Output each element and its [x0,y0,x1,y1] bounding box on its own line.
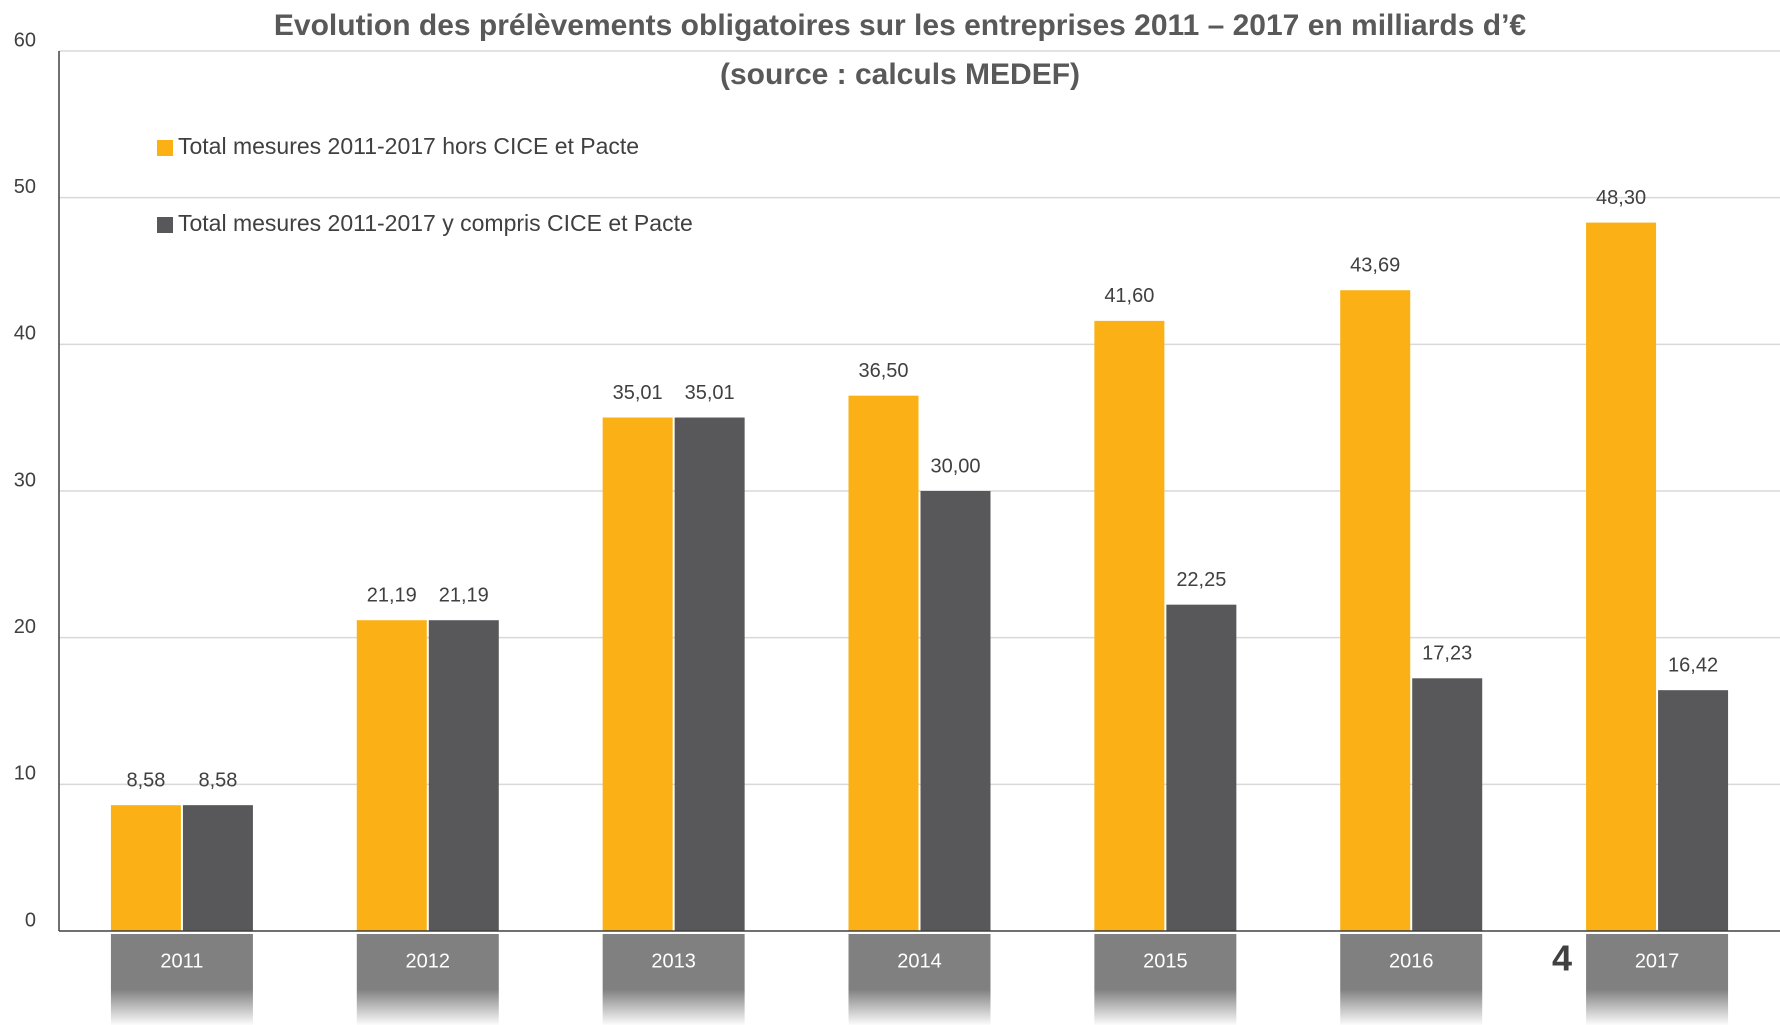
data-label: 35,01 [685,382,735,404]
data-label: 22,25 [1176,569,1226,591]
bar [1340,290,1411,931]
x-tick-label: 2012 [406,950,451,972]
category-box [356,934,499,1025]
legend-label: Total mesures 2011-2017 hors CICE et Pac… [178,133,639,159]
x-tick-label: 2015 [1143,950,1188,972]
data-label: 16,42 [1668,654,1718,676]
data-label: 41,60 [1104,285,1154,307]
chart-subtitle: (source : calculs MEDEF) [720,58,1080,91]
y-tick-label: 0 [25,909,36,931]
bar [674,417,745,931]
data-label: 30,00 [930,455,980,477]
bar [182,805,253,931]
bar [1658,690,1729,931]
data-label: 43,69 [1350,254,1400,276]
data-label: 21,19 [439,584,489,606]
category-box [602,934,745,1025]
y-tick-label: 20 [14,616,36,638]
category-box [1340,934,1483,1025]
bar [1166,604,1237,931]
x-tick-label: 2016 [1389,950,1434,972]
x-tick-label: 2011 [160,950,203,972]
data-label: 8,58 [198,769,237,791]
bar [1586,222,1657,932]
data-label: 36,50 [858,360,908,382]
page-number: 4 [1552,938,1572,979]
x-tick-label: 2014 [897,950,942,972]
bar [920,491,991,931]
bar [1094,320,1165,931]
data-label: 17,23 [1422,643,1472,665]
category-box [848,934,991,1025]
x-tick-label: 2017 [1635,950,1680,972]
data-label: 8,58 [126,769,165,791]
legend-label: Total mesures 2011-2017 y compris CICE e… [178,210,693,236]
y-tick-label: 10 [14,763,36,785]
y-tick-label: 50 [14,176,36,198]
legend-swatch [157,217,173,233]
y-tick-label: 60 [14,29,36,51]
category-box [1586,934,1729,1025]
bar [356,620,427,931]
chart-title: Evolution des prélèvements obligatoires … [274,9,1527,42]
bar [602,417,673,931]
data-label: 21,19 [367,584,417,606]
data-label: 35,01 [613,382,663,404]
bar [110,805,181,931]
category-box [110,934,253,1025]
y-tick-label: 40 [14,323,36,345]
y-tick-label: 30 [14,469,36,491]
x-tick-label: 2013 [651,950,696,972]
category-box [1094,934,1237,1025]
bar [428,620,499,931]
bar [848,395,919,932]
data-label: 48,30 [1596,187,1646,209]
legend-swatch [157,140,173,156]
bar [1412,678,1483,931]
